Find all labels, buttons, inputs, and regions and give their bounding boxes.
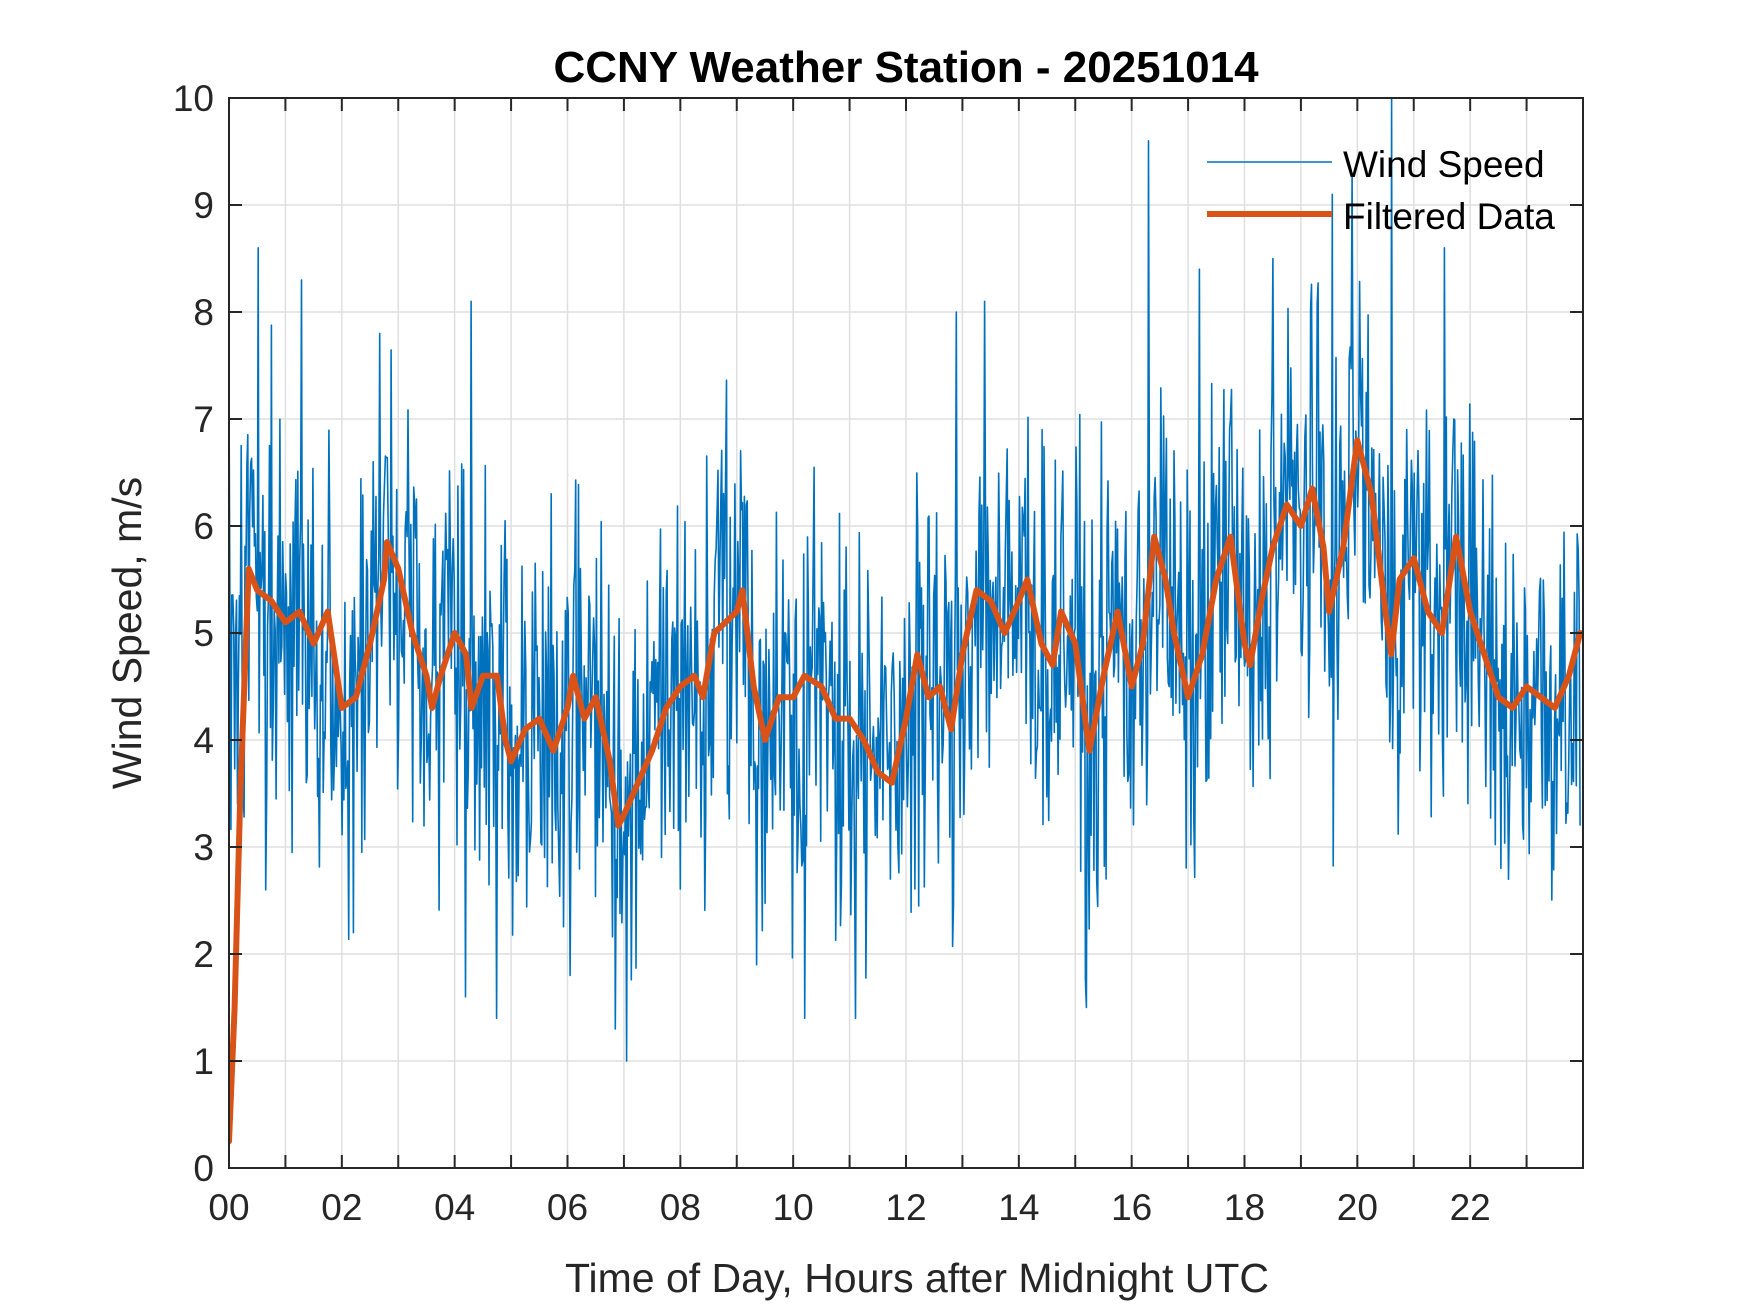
x-axis-label: Time of Day, Hours after Midnight UTC bbox=[565, 1255, 1269, 1301]
x-tick-label: 04 bbox=[434, 1187, 475, 1228]
x-tick-label: 14 bbox=[998, 1187, 1039, 1228]
y-tick-labels: 0 1 2 3 4 5 6 7 8 9 10 bbox=[173, 78, 214, 1189]
legend: Wind Speed Filtered Data bbox=[1207, 144, 1555, 237]
y-tick-label: 9 bbox=[193, 185, 214, 226]
y-tick-label: 0 bbox=[193, 1148, 214, 1189]
legend-label-filtered-data: Filtered Data bbox=[1343, 196, 1555, 237]
x-tick-label: 22 bbox=[1450, 1187, 1491, 1228]
y-tick-label: 3 bbox=[193, 827, 214, 868]
x-tick-label: 00 bbox=[208, 1187, 249, 1228]
series-wind-speed-line bbox=[229, 98, 1581, 1062]
y-tick-label: 10 bbox=[173, 78, 214, 119]
x-tick-labels: 00 02 04 06 08 10 12 14 16 18 20 22 bbox=[208, 1187, 1490, 1228]
x-tick-label: 08 bbox=[660, 1187, 701, 1228]
series-layer bbox=[229, 98, 1583, 1145]
y-tick-label: 1 bbox=[193, 1041, 214, 1082]
x-tick-label: 12 bbox=[885, 1187, 926, 1228]
x-tick-label: 02 bbox=[321, 1187, 362, 1228]
y-axis-label: Wind Speed, m/s bbox=[104, 477, 150, 789]
legend-label-wind-speed: Wind Speed bbox=[1343, 144, 1545, 185]
y-tick-label: 2 bbox=[193, 934, 214, 975]
x-tick-label: 10 bbox=[773, 1187, 814, 1228]
y-tick-label: 7 bbox=[193, 399, 214, 440]
tick-marks bbox=[229, 97, 1583, 1169]
y-tick-label: 4 bbox=[193, 720, 214, 761]
y-tick-label: 8 bbox=[193, 292, 214, 333]
y-tick-label: 5 bbox=[193, 613, 214, 654]
x-tick-label: 18 bbox=[1224, 1187, 1265, 1228]
x-tick-label: 06 bbox=[547, 1187, 588, 1228]
x-tick-label: 20 bbox=[1337, 1187, 1378, 1228]
chart-title: CCNY Weather Station - 20251014 bbox=[553, 43, 1259, 92]
x-tick-label: 16 bbox=[1111, 1187, 1152, 1228]
y-tick-label: 6 bbox=[193, 506, 214, 547]
